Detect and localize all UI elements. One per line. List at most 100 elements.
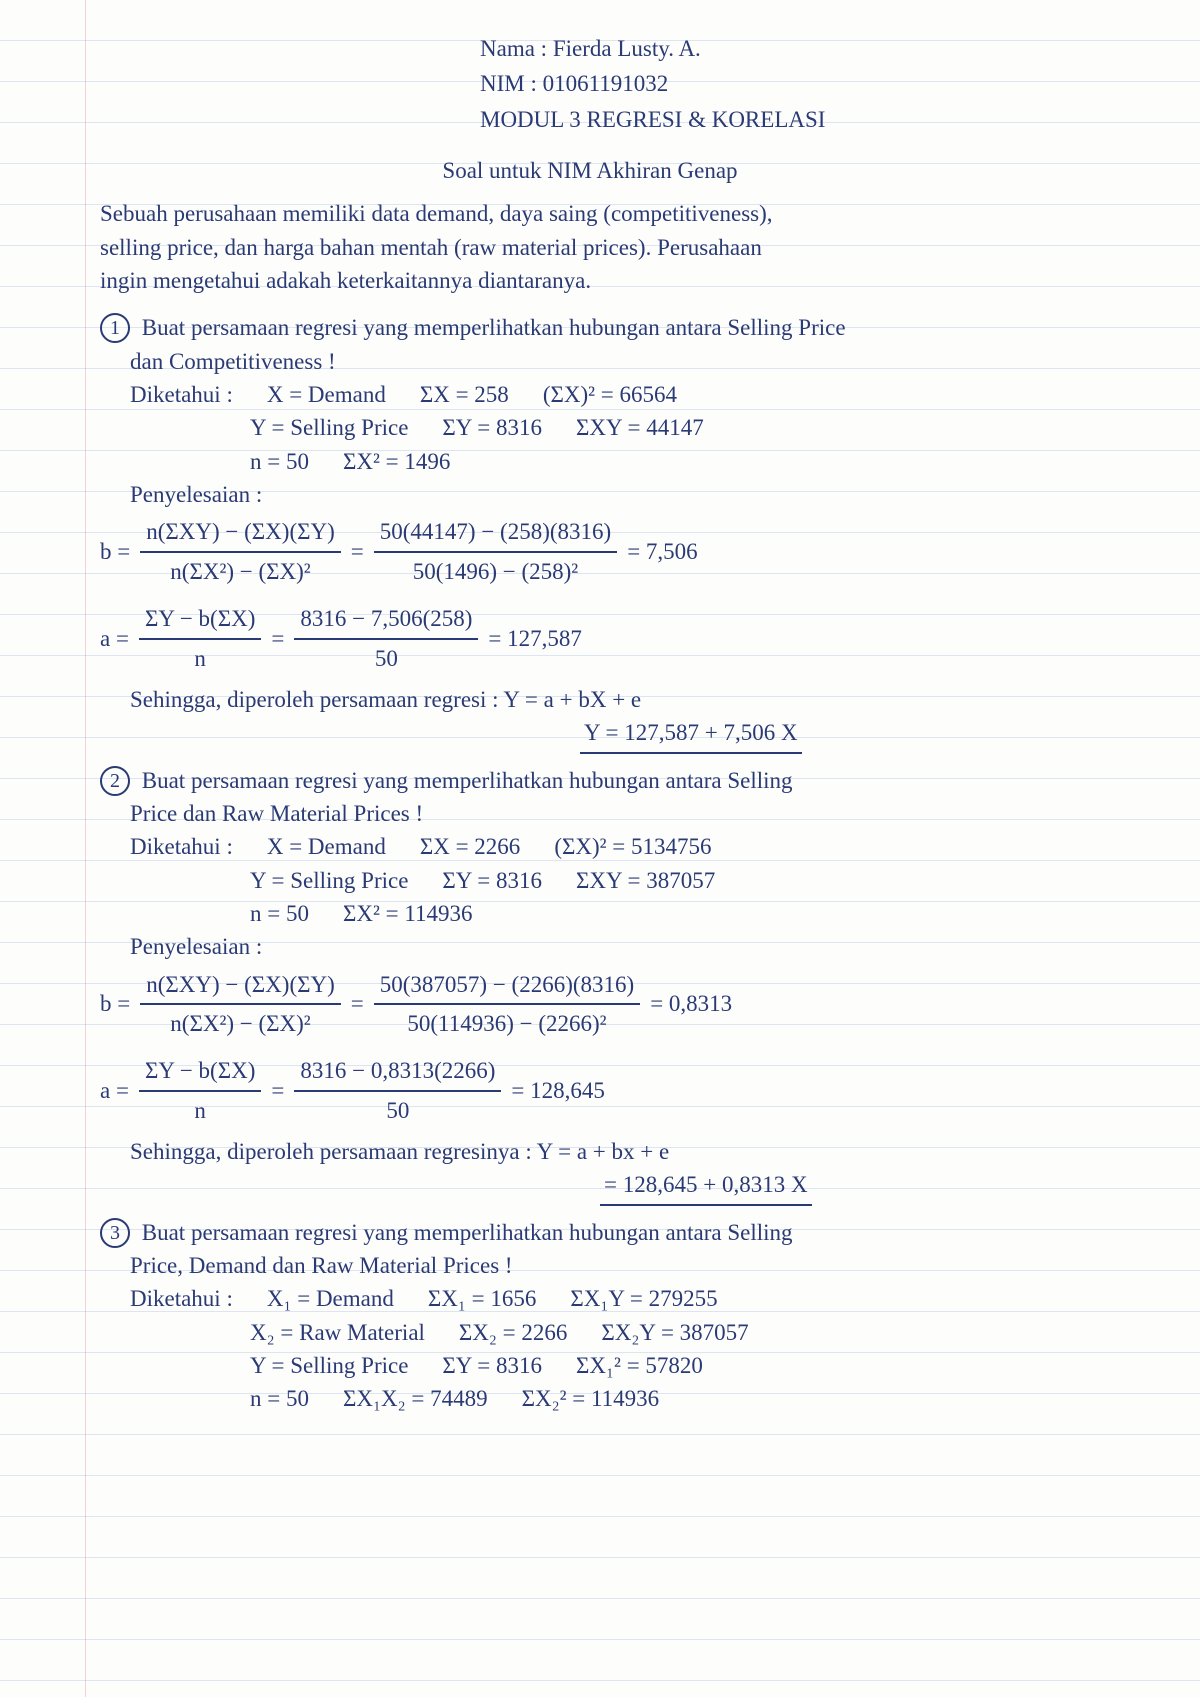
q3-sx2: ΣX₂ = 2266 — [459, 1316, 568, 1349]
q1-dik-label: Diketahui : — [130, 378, 233, 411]
q1-sx-sq: (ΣX)² = 66564 — [543, 378, 677, 411]
q2-a-den-val: 50 — [380, 1092, 415, 1127]
q2-conc: Sehingga, diperoleh persamaan regresinya… — [130, 1135, 1140, 1168]
q1-sx: ΣX = 258 — [420, 378, 509, 411]
q1-a-den-val: 50 — [369, 640, 404, 675]
q2-b-eq: b = n(ΣXY) − (ΣX)(ΣY) n(ΣX²) − (ΣX)² = 5… — [100, 968, 1140, 1041]
q1-b-num-val: 50(44147) − (258)(8316) — [374, 515, 617, 552]
q2-conc-text: Sehingga, diperoleh persamaan regresinya… — [130, 1139, 532, 1164]
q3-sx2sq: ΣX₂² = 114936 — [522, 1382, 660, 1415]
nim-line: NIM : 01061191032 — [480, 67, 1140, 100]
q3-given-2: X₂ = Raw Material ΣX₂ = 2266 ΣX₂Y = 3870… — [250, 1316, 1140, 1349]
intro-l1: Sebuah perusahaan memiliki data demand, … — [100, 197, 1140, 230]
q2-a-den-sym: n — [188, 1092, 212, 1127]
q1-a-den-sym: n — [188, 640, 212, 675]
q2-peny: Penyelesaian : — [130, 930, 1140, 963]
q2-conc-eq1: Y = a + bx + e — [537, 1139, 670, 1164]
q1-conc-text: Sehingga, diperoleh persamaan regresi : — [130, 687, 499, 712]
q2-x-def: X = Demand — [267, 830, 386, 863]
q3: 3 Buat persamaan regresi yang memperliha… — [100, 1216, 1140, 1416]
q1-a-num-val: 8316 − 7,506(258) — [294, 602, 478, 639]
eq-sign: = — [351, 987, 364, 1020]
q3-sx1x2: ΣX₁X₂ = 74489 — [343, 1382, 488, 1415]
q1-prompt-l2: dan Competitiveness ! — [130, 345, 1140, 378]
q1-sy: ΣY = 8316 — [442, 411, 542, 444]
module-line: MODUL 3 REGRESI & KORELASI — [480, 103, 1140, 136]
name-line: Nama : Fierda Lusty. A. — [480, 32, 1140, 65]
q2-a-lhs: a = — [100, 1074, 129, 1107]
q1-b-frac-sym: n(ΣXY) − (ΣX)(ΣY) n(ΣX²) − (ΣX)² — [140, 515, 341, 588]
q3-prompt-l2: Price, Demand dan Raw Material Prices ! — [130, 1249, 1140, 1282]
q1-conc-eq1: Y = a + bX + e — [503, 687, 641, 712]
q2-a-frac-val: 8316 − 0,8313(2266) 50 — [294, 1054, 501, 1127]
q3-sx1sq: ΣX₁² = 57820 — [576, 1349, 703, 1382]
q1-b-den-val: 50(1496) − (258)² — [407, 553, 585, 588]
q1-sxy: ΣXY = 44147 — [576, 411, 704, 444]
q2-b-frac-val: 50(387057) − (2266)(8316) 50(114936) − (… — [374, 968, 640, 1041]
notebook-page: Nama : Fierda Lusty. A. NIM : 0106119103… — [0, 0, 1200, 1697]
page-title: Soal untuk NIM Akhiran Genap — [40, 154, 1140, 187]
header-block: Nama : Fierda Lusty. A. NIM : 0106119103… — [480, 32, 1140, 136]
q1-a-res: = 127,587 — [488, 622, 581, 655]
name-value: Fierda Lusty. A. — [553, 36, 701, 61]
eq-sign: = — [271, 622, 284, 655]
q1-b-den-sym: n(ΣX²) − (ΣX)² — [164, 553, 316, 588]
q3-given-4: n = 50 ΣX₁X₂ = 74489 ΣX₂² = 114936 — [250, 1382, 1140, 1415]
name-label: Nama : — [480, 36, 547, 61]
q3-y-def: Y = Selling Price — [250, 1349, 408, 1382]
q1-prompt-l1: Buat persamaan regresi yang memperlihatk… — [142, 315, 846, 340]
q1-conc: Sehingga, diperoleh persamaan regresi : … — [130, 683, 1140, 716]
q2-b-num-val: 50(387057) − (2266)(8316) — [374, 968, 640, 1005]
q3-sy: ΣY = 8316 — [442, 1349, 542, 1382]
q1-a-frac-sym: ΣY − b(ΣX) n — [139, 602, 261, 675]
q1-given: Diketahui : X = Demand ΣX = 258 (ΣX)² = … — [130, 378, 1140, 411]
q2-sx-sq: (ΣX)² = 5134756 — [554, 830, 711, 863]
q2-b-den-val: 50(114936) − (2266)² — [401, 1005, 612, 1040]
q2: 2 Buat persamaan regresi yang memperliha… — [100, 764, 1140, 1206]
q2-a-res: = 128,645 — [511, 1074, 604, 1107]
q1-b-eq: b = n(ΣXY) − (ΣX)(ΣY) n(ΣX²) − (ΣX)² = 5… — [100, 515, 1140, 588]
intro-l3: ingin mengetahui adakah keterkaitannya d… — [100, 264, 1140, 297]
q2-prompt: 2 Buat persamaan regresi yang memperliha… — [100, 764, 1140, 797]
intro: Sebuah perusahaan memiliki data demand, … — [100, 197, 1140, 297]
q1-a-lhs: a = — [100, 622, 129, 655]
q2-a-num-val: 8316 − 0,8313(2266) — [294, 1054, 501, 1091]
q3-dik-label: Diketahui : — [130, 1282, 233, 1315]
q1-conc-eq2-wrap: Y = 127,587 + 7,506 X — [580, 716, 1140, 753]
q3-x2-def: X₂ = Raw Material — [250, 1316, 425, 1349]
q2-dik-label: Diketahui : — [130, 830, 233, 863]
q2-a-eq: a = ΣY − b(ΣX) n = 8316 − 0,8313(2266) 5… — [100, 1054, 1140, 1127]
q1-conc-eq2: Y = 127,587 + 7,506 X — [580, 716, 802, 753]
q1-y-def: Y = Selling Price — [250, 411, 408, 444]
q2-b-res: = 0,8313 — [650, 987, 732, 1020]
q2-b-lhs: b = — [100, 987, 130, 1020]
nim-label: NIM : — [480, 71, 537, 96]
q3-sx2y: ΣX₂Y = 387057 — [601, 1316, 748, 1349]
q1-a-frac-val: 8316 − 7,506(258) 50 — [294, 602, 478, 675]
q1-prompt: 1 Buat persamaan regresi yang memperliha… — [100, 311, 1140, 344]
q2-number: 2 — [100, 766, 130, 796]
eq-sign: = — [271, 1074, 284, 1107]
eq-sign: = — [351, 535, 364, 568]
nim-value: 01061191032 — [543, 71, 669, 96]
q1-given-3: n = 50 ΣX² = 1496 — [250, 445, 1140, 478]
q1: 1 Buat persamaan regresi yang memperliha… — [100, 311, 1140, 753]
q2-a-frac-sym: ΣY − b(ΣX) n — [139, 1054, 261, 1127]
q2-sx2: ΣX² = 114936 — [343, 897, 473, 930]
q2-prompt-l2: Price dan Raw Material Prices ! — [130, 797, 1140, 830]
q2-b-frac-sym: n(ΣXY) − (ΣX)(ΣY) n(ΣX²) − (ΣX)² — [140, 968, 341, 1041]
q1-n: n = 50 — [250, 445, 309, 478]
q3-prompt: 3 Buat persamaan regresi yang memperliha… — [100, 1216, 1140, 1249]
q3-given-3: Y = Selling Price ΣY = 8316 ΣX₁² = 57820 — [250, 1349, 1140, 1382]
q3-n: n = 50 — [250, 1382, 309, 1415]
q1-a-eq: a = ΣY − b(ΣX) n = 8316 − 7,506(258) 50 … — [100, 602, 1140, 675]
q1-x-def: X = Demand — [267, 378, 386, 411]
q2-b-num-sym: n(ΣXY) − (ΣX)(ΣY) — [140, 968, 341, 1005]
q1-given-2: Y = Selling Price ΣY = 8316 ΣXY = 44147 — [250, 411, 1140, 444]
q1-b-res: = 7,506 — [627, 535, 697, 568]
q2-sx: ΣX = 2266 — [420, 830, 520, 863]
q1-b-lhs: b = — [100, 535, 130, 568]
q1-a-num-sym: ΣY − b(ΣX) — [139, 602, 261, 639]
q1-sx2: ΣX² = 1496 — [343, 445, 450, 478]
q1-number: 1 — [100, 313, 130, 343]
